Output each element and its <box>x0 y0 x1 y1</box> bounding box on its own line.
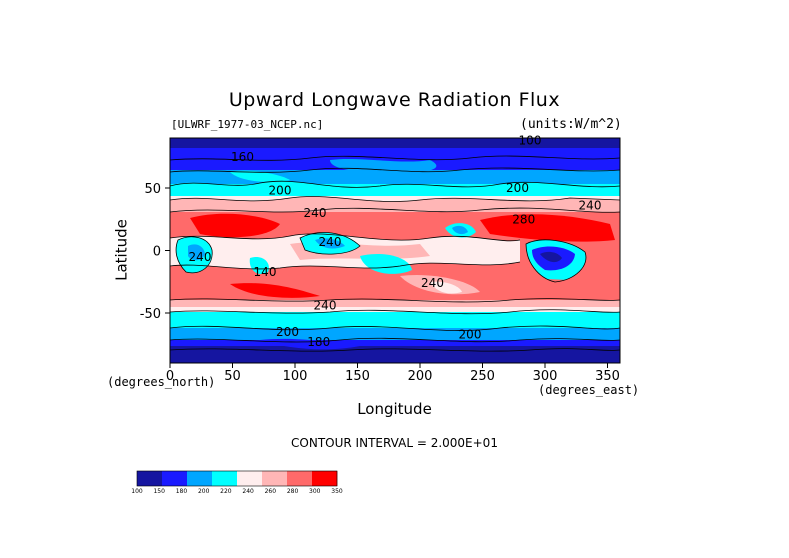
x-tick-label: 100 <box>283 369 308 384</box>
contour-label: 180 <box>307 335 330 349</box>
southern-light-patch <box>430 281 462 294</box>
x-tick-label: 150 <box>345 369 370 384</box>
band-240-north <box>170 195 620 205</box>
blob-south-1 <box>170 314 620 328</box>
flux-field <box>170 138 620 363</box>
contour-label: 200 <box>459 327 482 341</box>
colorbar-label: 150 <box>153 488 165 495</box>
colorbar-label: 180 <box>176 488 188 495</box>
indian-ocean-cold <box>249 256 269 275</box>
warm-north-subtropics <box>190 213 280 238</box>
contour-line <box>170 298 620 303</box>
contour-line <box>525 239 587 283</box>
amazon-convection-inner <box>540 251 562 263</box>
contour-line <box>170 155 620 161</box>
contour-label: 200 <box>506 181 529 195</box>
blob-north-1 <box>170 181 620 196</box>
dataset-filename: [ULWRF_1977-03_NCEP.nc] <box>171 118 324 131</box>
contour-label: 100 <box>519 134 542 148</box>
colorbar-label: 280 <box>287 488 299 495</box>
contour-labels: 160 100 200 200 240 240 280 240 240 140 240 240 200 2… <box>189 134 602 349</box>
colorbar: 100 150 180 200 220 240 260 280 300 350 <box>131 470 343 495</box>
africa-convection-core <box>188 244 205 261</box>
colorbar-label: 260 <box>265 488 277 495</box>
contour-line <box>175 236 213 274</box>
contour-label: 240 <box>579 199 602 213</box>
contour-line <box>170 180 620 188</box>
colorbar-swatch <box>262 471 288 486</box>
colorbar-label: 240 <box>242 488 254 495</box>
colorbar-swatch <box>212 471 238 486</box>
contour-line <box>170 233 521 242</box>
y-tick-label: 0 <box>153 245 161 260</box>
contour-label: 160 <box>231 150 254 164</box>
y-tick-label: -50 <box>140 307 161 322</box>
colorbar-swatch <box>287 471 313 486</box>
x-tick-label: 0 <box>166 369 174 384</box>
colorbar-frame <box>136 470 338 487</box>
contour-label: 140 <box>254 265 277 279</box>
pacific-cold <box>360 253 412 274</box>
units-label: (units:W/m^2) <box>520 117 622 132</box>
colorbar-label: 220 <box>220 488 232 495</box>
contour-line <box>170 337 620 343</box>
y-axis-units: (degrees_north) <box>107 375 216 389</box>
contour-label: 200 <box>269 184 292 198</box>
colorbar-label: 300 <box>309 488 321 495</box>
pacific-cold-north-core <box>452 225 468 235</box>
contour-line <box>170 309 620 315</box>
colorbar-swatch <box>187 471 213 486</box>
blob-north-4 <box>230 170 290 182</box>
colorbar-swatch <box>312 471 338 486</box>
contour-lines <box>170 155 620 352</box>
contour-line <box>170 261 521 270</box>
contour-line <box>170 348 620 352</box>
contour-line <box>299 232 361 255</box>
x-tick-label: 250 <box>470 369 495 384</box>
y-tick-label: 50 <box>144 182 161 197</box>
x-axis-units: (degrees_east) <box>538 383 640 397</box>
colorbar-label: 350 <box>331 488 343 495</box>
contour-label: 240 <box>319 235 342 249</box>
contour-interval-note: CONTOUR INTERVAL = 2.000E+01 <box>291 436 498 450</box>
axes: 0 50 100 150 200 250 300 350 -50 0 50 <box>140 182 620 384</box>
blob-south-2 <box>170 328 620 340</box>
contour-label: 240 <box>304 206 327 220</box>
chart-title: Upward Longwave Radiation Flux <box>228 89 561 111</box>
contour-label: 240 <box>189 250 212 264</box>
band-260-south <box>170 300 620 310</box>
x-tick-label: 50 <box>224 369 241 384</box>
blob-north-3 <box>330 158 437 173</box>
contour-line <box>170 325 620 331</box>
warm-north-east <box>480 214 615 242</box>
x-tick-label: 200 <box>408 369 433 384</box>
colorbar-swatch <box>162 471 188 486</box>
colorbar-swatch <box>137 471 163 486</box>
x-tick-label: 350 <box>595 369 620 384</box>
colorbar-label: 100 <box>131 488 143 495</box>
contour-line <box>170 196 620 202</box>
contour-label: 240 <box>421 276 444 290</box>
southern-warm-core <box>230 283 320 298</box>
contour-label: 280 <box>512 212 535 226</box>
colorbar-swatch <box>237 471 263 486</box>
contour-label: 200 <box>276 325 299 339</box>
x-tick-label: 300 <box>533 369 558 384</box>
colorbar-label: 200 <box>198 488 210 495</box>
x-axis-label: Longitude <box>357 400 432 418</box>
maritime-continent-deep <box>315 238 345 249</box>
contour-line <box>170 167 620 173</box>
contour-label: 240 <box>314 299 337 313</box>
contour-line <box>170 207 620 213</box>
